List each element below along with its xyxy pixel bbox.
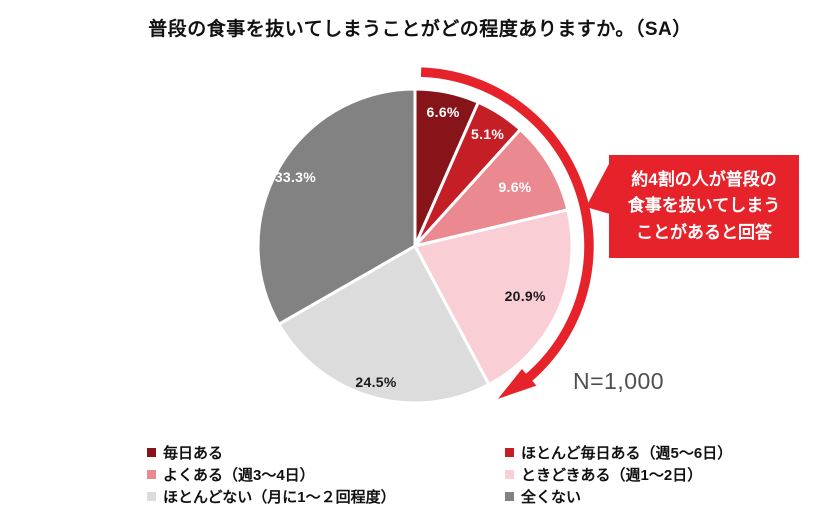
pie-slice-5 [277,244,491,405]
chart-title: 普段の食事を抜いてしまうことがどの程度ありますか。（SA） [148,19,692,40]
legend-column-left: 毎日あるよくある（週3〜4日） ほとんどない（月に1〜２回程度） [147,443,396,506]
pie-slice-6 [256,87,417,326]
highlight-arc [420,67,594,383]
arrowhead-icon [498,369,537,399]
legend-label: 毎日ある [163,444,224,462]
callout-line-2: 食事を抜いてしまう [627,196,781,216]
legend-label: ときどきある（週1〜2日） [521,466,703,484]
callout-line-1: 約4割の人が普段の [631,169,777,189]
legend-label: ほとんど毎日ある（週5〜6日） [521,444,733,462]
legend-item: よくある（週3〜4日） [147,465,396,484]
legend-item: ほとんど毎日ある（週5〜6日） [505,443,733,462]
legend-swatch-icon [505,469,514,479]
slice-percent-label-5: 24.5% [355,373,397,390]
legend-swatch-icon [505,447,514,457]
legend-label: よくある（週3〜4日） [163,466,315,484]
slice-percent-label-3: 9.6% [498,178,532,195]
slice-percent-label-4: 20.9% [504,287,546,304]
legend-label: 全くない [521,488,582,506]
legend-swatch-icon [147,469,156,479]
pie-slice-4 [413,208,574,386]
legend-item: ほとんどない（月に1〜２回程度） [147,487,396,506]
highlight-arc-arrow [420,63,598,404]
legend-swatch-icon [505,491,514,501]
legend-item: 全くない [505,487,732,506]
slice-percent-label-6: 33.3% [274,168,317,185]
callout-tail [586,162,610,214]
legend-label: ほとんどない（月に1〜２回程度） [163,488,396,506]
legend-item: ときどきある（週1〜2日） [505,465,732,484]
callout-box: 約4割の人が普段の 食事を抜いてしまう ことがあると回答 [609,155,799,258]
legend-item: 毎日ある [147,443,396,462]
legend-column-right: ほとんど毎日ある（週5〜6日） ときどきある（週1〜2日） 全くない [505,443,733,506]
legend-swatch-icon [147,491,156,501]
callout-tail-triangle [586,162,610,214]
legend-swatch-icon [147,447,156,457]
pie-slices [256,87,574,405]
slice-percent-label-2: 5.1% [471,126,505,142]
sample-size-label: N=1,000 [573,368,665,394]
slice-percent-label-1: 6.6% [426,104,460,121]
callout-line-3: ことがあると回答 [636,222,772,242]
pie-slice-3 [413,128,570,248]
